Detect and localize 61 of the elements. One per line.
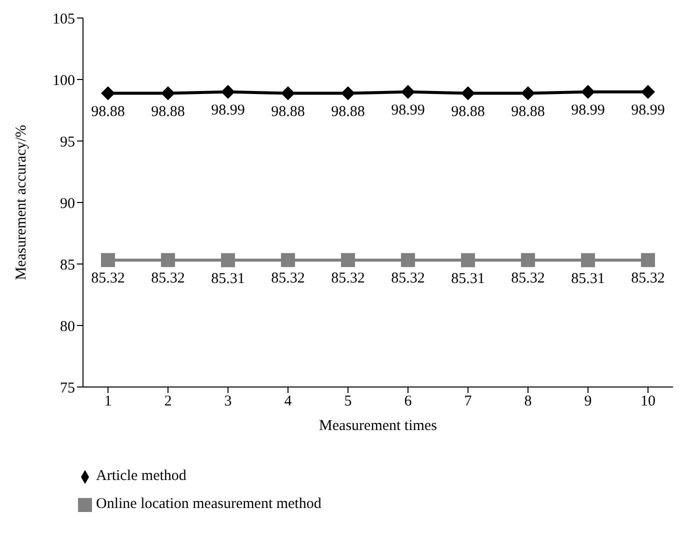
point	[401, 84, 415, 99]
point	[221, 253, 235, 268]
data-label: 98.88	[511, 104, 545, 120]
y-tick-label: 80	[60, 318, 75, 335]
y-tick-label: 85	[60, 257, 75, 274]
data-label: 85.31	[211, 270, 245, 287]
data-label: 98.99	[571, 102, 605, 119]
y-tick-label: 95	[60, 134, 75, 150]
point	[161, 86, 175, 100]
point	[521, 86, 535, 100]
data-label: 85.32	[91, 270, 125, 287]
point	[581, 84, 595, 99]
x-tick-label: 3	[224, 394, 232, 410]
y-axis-title: Measurement accuracy/%	[13, 124, 30, 280]
y-tick-label: 100	[52, 72, 75, 89]
data-label: 98.88	[151, 104, 185, 120]
point	[281, 253, 295, 268]
legend-label: Online location measurement method	[96, 496, 322, 512]
point	[461, 253, 475, 268]
data-label: 85.32	[151, 270, 185, 287]
point	[281, 86, 295, 100]
point	[101, 86, 115, 100]
x-tick-label: 4	[284, 394, 292, 410]
data-label: 85.32	[331, 270, 365, 287]
point	[641, 253, 655, 268]
x-tick-label: 7	[464, 394, 472, 410]
x-tick-label: 1	[104, 394, 112, 410]
x-tick-label: 6	[404, 394, 412, 410]
data-label: 85.32	[391, 270, 425, 287]
data-label: 85.32	[511, 270, 545, 287]
x-tick-label: 10	[640, 394, 656, 410]
point	[461, 86, 475, 100]
point	[221, 84, 235, 99]
y-tick-label: 105	[52, 11, 75, 28]
data-label: 98.99	[631, 102, 665, 119]
x-tick-label: 2	[164, 394, 172, 410]
point	[521, 253, 535, 268]
y-tick-label: 90	[60, 196, 75, 212]
point	[161, 253, 175, 268]
data-label: 85.32	[631, 270, 665, 287]
point	[641, 84, 655, 99]
data-label: 85.32	[271, 270, 305, 287]
data-label: 85.31	[451, 270, 485, 287]
x-axis-title: Measurement times	[319, 418, 438, 434]
y-tick-label: 75	[60, 380, 75, 396]
data-label: 98.88	[331, 104, 365, 120]
point	[341, 86, 355, 100]
data-label: 98.88	[271, 104, 305, 120]
point	[401, 253, 415, 268]
data-label: 98.99	[391, 102, 425, 119]
data-label: 98.88	[91, 104, 125, 120]
point	[101, 253, 115, 268]
data-label: 98.88	[451, 104, 485, 120]
point	[341, 253, 355, 268]
data-label: 98.99	[211, 102, 245, 119]
x-tick-label: 8	[524, 394, 532, 410]
data-label: 85.31	[571, 270, 605, 287]
legend-label: Article method	[96, 468, 186, 484]
x-tick-label: 9	[584, 394, 592, 410]
point	[581, 253, 595, 268]
x-tick-label: 5	[344, 394, 352, 410]
